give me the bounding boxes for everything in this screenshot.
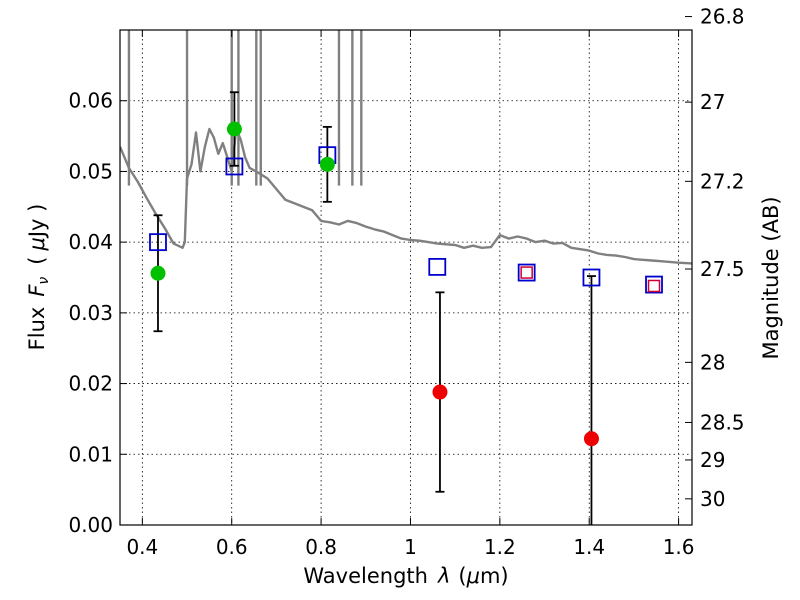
y2-tick-label: 28 bbox=[700, 350, 725, 374]
x-axis-title-symbol: λ bbox=[437, 564, 450, 588]
markers bbox=[149, 121, 663, 447]
detection-marker bbox=[319, 156, 335, 172]
non-detection-marker bbox=[432, 384, 448, 400]
y-tick-label: 0.00 bbox=[68, 513, 113, 537]
y-tick-label: 0.02 bbox=[68, 372, 113, 396]
small-box-marker bbox=[647, 279, 661, 293]
x-axis-title-unit-open: ( bbox=[458, 564, 466, 588]
non-detection-marker bbox=[583, 431, 599, 447]
x-axis-title-unit-mu: μ bbox=[466, 564, 480, 588]
x-tick-label: 1.6 bbox=[663, 535, 695, 559]
detection-marker bbox=[226, 121, 242, 137]
small-box-marker bbox=[520, 266, 533, 279]
x-tick-label: 1.2 bbox=[484, 535, 516, 559]
model-band-marker bbox=[149, 233, 167, 252]
y-tick-label: 0.01 bbox=[68, 442, 113, 466]
y-axis-title-symbol-sub: ν bbox=[36, 277, 52, 285]
x-axis-title-unit-rest: m) bbox=[480, 564, 509, 588]
model-band-marker bbox=[225, 157, 244, 176]
detection-marker bbox=[150, 265, 166, 281]
x-tick-label: 0.4 bbox=[126, 535, 158, 559]
plot-area bbox=[120, 30, 692, 525]
y2-tick-label: 27.5 bbox=[700, 257, 745, 281]
x-tick-label: 1.4 bbox=[573, 535, 605, 559]
y-tick-label: 0.06 bbox=[68, 89, 113, 113]
y-tick-label: 0.03 bbox=[68, 301, 113, 325]
model-band-marker bbox=[582, 268, 601, 287]
y-axis-title-unit-rest: Jy ) bbox=[25, 204, 49, 240]
grid bbox=[120, 30, 692, 526]
y2-tick-label: 29 bbox=[700, 448, 725, 472]
y-tick-label: 0.05 bbox=[68, 159, 113, 183]
y2-tick-label: 26.8 bbox=[700, 5, 745, 29]
x-axis-title-text: Wavelength bbox=[303, 564, 428, 588]
y-axis-title-symbol: F bbox=[25, 284, 49, 297]
axis-ticks bbox=[120, 16, 692, 526]
x-tick-label: 0.8 bbox=[305, 535, 337, 559]
spectrum-line bbox=[120, 127, 692, 265]
model-band-marker bbox=[645, 275, 663, 294]
y2-tick-label: 28.5 bbox=[700, 410, 745, 434]
y2-tick-label: 30 bbox=[700, 487, 725, 511]
model-spectrum bbox=[120, 30, 692, 265]
model-band-marker bbox=[428, 257, 447, 276]
y-axis-title: Flux Fν ( μJy ) bbox=[25, 204, 52, 351]
y-tick-label: 0.04 bbox=[68, 230, 113, 254]
y-axis-title-unit-mu: μ bbox=[25, 237, 49, 251]
model-band-marker bbox=[517, 263, 536, 282]
plot-background bbox=[120, 30, 692, 525]
y-axis-title-unit-open: ( bbox=[25, 257, 49, 265]
x-axis-title: Wavelength λ (μm) bbox=[303, 564, 508, 588]
y-axis-title-text: Flux bbox=[25, 307, 49, 351]
x-tick-label: 1 bbox=[404, 535, 417, 559]
x-tick-label: 0.6 bbox=[216, 535, 248, 559]
plot-frame bbox=[119, 29, 693, 526]
y2-tick-label: 27.2 bbox=[700, 169, 745, 193]
y2-axis-title: Magnitude (AB) bbox=[759, 196, 783, 359]
y2-tick-label: 27 bbox=[700, 90, 725, 114]
